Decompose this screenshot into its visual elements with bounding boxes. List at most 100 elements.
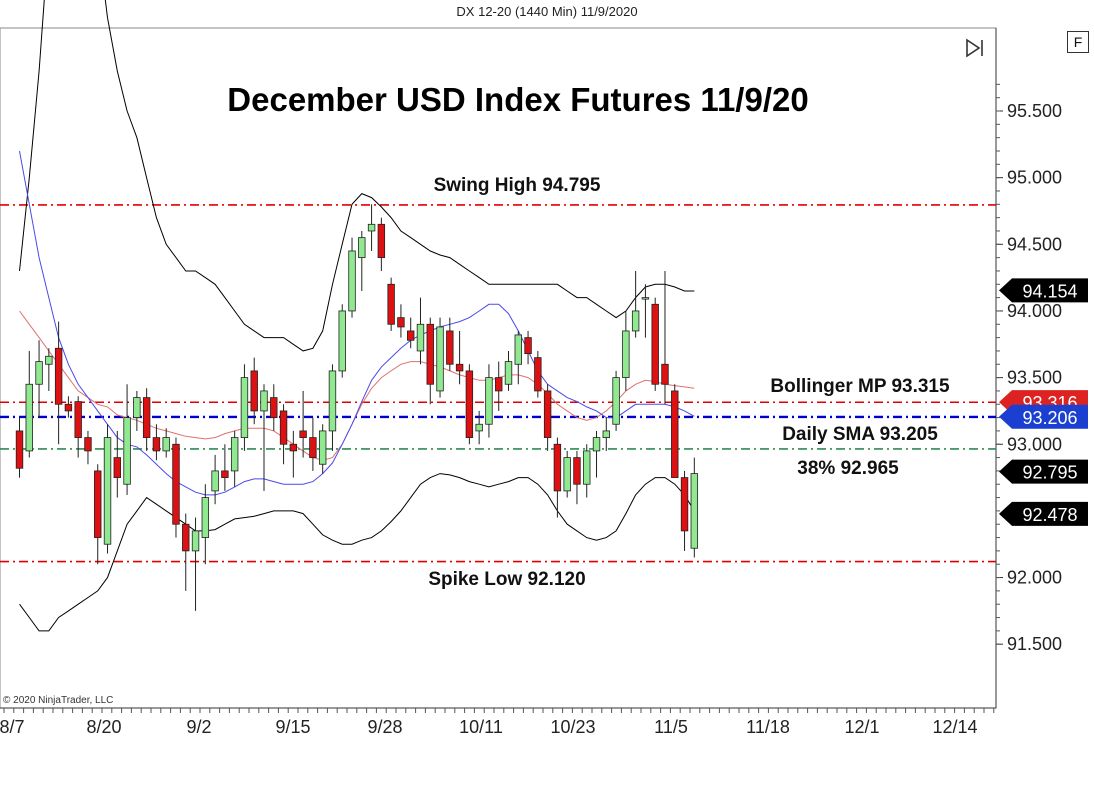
y-tick-label: 91.500 <box>1007 634 1062 654</box>
x-tick-label: 9/28 <box>367 717 402 737</box>
candle-body <box>495 377 503 392</box>
price-tag-label: 92.478 <box>1022 505 1077 525</box>
candle-body <box>211 470 219 492</box>
x-tick-label: 10/23 <box>550 717 595 737</box>
y-tick-label: 94.500 <box>1007 234 1062 254</box>
candle-body <box>436 326 444 392</box>
candle-body <box>133 397 141 418</box>
candle-body <box>641 297 650 300</box>
candle-body <box>592 437 601 452</box>
copyright-text: © 2020 NinjaTrader, LLC <box>3 695 114 706</box>
candle-body <box>45 355 53 365</box>
candle-body <box>35 361 43 385</box>
candle-body <box>651 303 659 385</box>
f-button[interactable]: F <box>1067 31 1089 53</box>
candle-body <box>123 417 131 485</box>
daily-sma-line <box>19 150 695 496</box>
candle-body <box>573 457 581 485</box>
bollinger-upper-line <box>19 0 695 352</box>
play-to-end-icon[interactable] <box>964 38 988 58</box>
candle-body <box>152 437 161 452</box>
candle-body <box>338 310 346 372</box>
candle-body <box>631 310 640 332</box>
candle-body <box>534 357 542 392</box>
y-tick-label: 92.000 <box>1007 568 1062 588</box>
level-annotation: Spike Low 92.120 <box>428 569 585 590</box>
candle-body <box>309 437 317 458</box>
y-tick-label: 93.000 <box>1007 434 1062 454</box>
candle-body <box>455 363 464 372</box>
candle-body <box>289 443 298 452</box>
candle-body <box>230 437 239 472</box>
price-tag <box>999 501 1088 526</box>
instrument-header: DX 12-20 (1440 Min) 11/9/2020 <box>456 4 638 19</box>
candle-body <box>543 390 552 438</box>
x-tick-label: 9/15 <box>275 717 310 737</box>
candle-body <box>74 401 82 438</box>
candle-body <box>563 457 571 492</box>
candle-body <box>514 334 522 365</box>
candle-body <box>690 473 699 549</box>
bollinger-middle-line <box>19 310 695 461</box>
price-tag-label: 92.795 <box>1022 463 1077 483</box>
candle-body <box>201 497 210 538</box>
candle-body <box>84 437 92 452</box>
candle-body <box>661 363 669 385</box>
x-tick-label: 8/20 <box>86 717 121 737</box>
candle-body <box>612 377 620 425</box>
y-tick-label: 94.000 <box>1007 301 1062 321</box>
candle-body <box>348 250 356 312</box>
x-tick-label: 8/7 <box>0 717 25 737</box>
x-tick-label: 12/14 <box>932 717 977 737</box>
level-annotation: 38% 92.965 <box>797 458 899 479</box>
candle-body <box>182 523 190 552</box>
candle-body <box>240 377 249 438</box>
candle-body <box>191 530 200 552</box>
candle-body <box>162 437 170 452</box>
candle-body <box>54 347 63 405</box>
indicator-lines-layer <box>19 0 695 632</box>
candle-body <box>142 397 151 438</box>
candle-body <box>485 377 493 425</box>
candle-body <box>426 323 434 385</box>
candle-body <box>446 330 454 365</box>
candle-body <box>94 470 102 538</box>
candle-body <box>553 443 562 492</box>
price-tag-label: 93.206 <box>1022 408 1077 428</box>
bollinger-lower-line <box>19 473 695 632</box>
y-tick-label: 95.000 <box>1007 168 1062 188</box>
candle-body <box>602 430 610 438</box>
y-axis: 95.500 95.000 94.500 94.000 93.500 93.000 92.0… <box>996 83 1062 654</box>
candle-body <box>15 430 24 469</box>
x-tick-label: 12/1 <box>844 717 879 737</box>
price-tag <box>999 459 1088 484</box>
price-tag <box>999 278 1088 303</box>
candle-body <box>221 470 229 478</box>
x-tick-label: 11/5 <box>654 717 688 737</box>
candle-body <box>406 330 415 341</box>
candle-body <box>260 390 268 412</box>
candle-body <box>475 423 483 432</box>
price-tag-label: 94.154 <box>1022 281 1077 301</box>
candle-body <box>250 370 258 412</box>
candle-body <box>504 361 513 385</box>
x-tick-label: 9/2 <box>186 717 211 737</box>
candle-body <box>279 410 288 445</box>
candle-body <box>524 337 532 355</box>
x-tick-label: 10/11 <box>459 717 503 737</box>
candle-body <box>64 403 73 412</box>
candle-body <box>465 370 474 438</box>
candle-body <box>299 430 307 438</box>
level-annotation: Swing High 94.795 <box>434 175 601 196</box>
candle-body <box>416 323 425 352</box>
y-tick-label: 95.500 <box>1007 101 1062 121</box>
candle-body <box>680 477 689 532</box>
candles-layer <box>15 204 699 611</box>
candle-body <box>318 430 327 465</box>
x-tick-label: 11/18 <box>746 717 790 737</box>
candle-body <box>270 397 278 418</box>
candle-body <box>328 370 337 432</box>
candle-body <box>671 390 679 478</box>
